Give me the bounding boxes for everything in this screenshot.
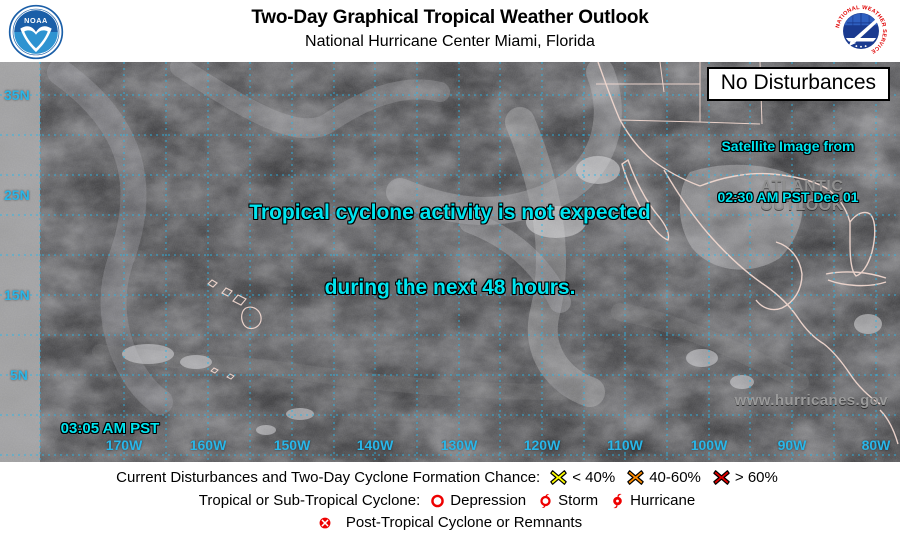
lat-label-35n: 35N <box>4 87 30 103</box>
page-title: Two-Day Graphical Tropical Weather Outlo… <box>251 7 649 28</box>
legend-formation-chance-row: Current Disturbances and Two-Day Cyclone… <box>0 469 900 486</box>
legend-cyclone-row: Tropical or Sub-Tropical Cyclone: Depres… <box>0 492 900 509</box>
lon-label-150w: 150W <box>273 437 311 453</box>
lon-label-100w: 100W <box>690 437 728 453</box>
issuance-time: 03:05 AM PST Mon Dec 01 2025 <box>30 384 190 462</box>
national-weather-service-logo: NATIONAL WEATHER SERVICE <box>835 5 887 55</box>
satellite-image-time: Satellite Image from 02:30 AM PST Dec 01 <box>688 104 888 240</box>
satellite-time-line1: Satellite Image from <box>721 138 855 154</box>
depression-circle-icon <box>431 494 445 507</box>
atlantic-outlook-line2: OUTLOOK <box>760 197 844 214</box>
lon-label-140w: 140W <box>356 437 394 453</box>
satellite-map[interactable]: 35N 25N 15N 5N 170W 160W 150W 140W 130W … <box>0 62 900 462</box>
url-watermark: www.hurricanes.gov <box>734 392 888 409</box>
legend-chance-high: > 60% <box>713 469 778 486</box>
legend-storm: Storm <box>538 492 598 509</box>
x-mark-yellow-icon <box>550 470 567 485</box>
outlook-message-line2: during the next 48 hours. <box>324 276 576 299</box>
legend-chance-high-label: > 60% <box>734 469 778 486</box>
atlantic-outlook-line1: ATLANTIC <box>760 178 844 195</box>
atlantic-outlook-link[interactable]: ATLANTIC OUTLOOK <box>742 177 862 215</box>
legend-depression-label: Depression <box>450 492 527 509</box>
issuance-time-line1: 03:05 AM PST <box>60 420 160 437</box>
x-mark-red-icon <box>713 470 730 485</box>
post-tropical-circle-x-icon <box>319 517 331 528</box>
lon-label-80w: 80W <box>861 437 891 453</box>
legend-hurricane: Hurricane <box>610 492 695 509</box>
outlook-message: Tropical cyclone activity is not expecte… <box>0 150 900 350</box>
lat-label-15n: 15N <box>4 287 30 303</box>
legend-chance-medium: 40-60% <box>627 469 701 486</box>
satellite-time-line2: 02:30 AM PST Dec 01 <box>717 189 859 205</box>
legend-row2-label: Tropical or Sub-Tropical Cyclone: <box>198 492 421 509</box>
outlook-message-line1: Tropical cyclone activity is not expecte… <box>249 201 651 224</box>
hurricane-spiral-icon <box>613 493 622 508</box>
lon-label-160w: 160W <box>189 437 227 453</box>
lat-label-25n: 25N <box>4 187 30 203</box>
legend: Current Disturbances and Two-Day Cyclone… <box>0 462 900 533</box>
lon-label-130w: 130W <box>440 437 478 453</box>
legend-storm-label: Storm <box>558 492 599 509</box>
lat-label-5n: 5N <box>10 367 28 383</box>
lon-label-170w: 170W <box>105 437 143 453</box>
legend-post-tropical-row: Post-Tropical Cyclone or Remnants <box>0 514 900 531</box>
legend-chance-medium-label: 40-60% <box>649 469 701 486</box>
svg-text:NOAA: NOAA <box>24 16 48 25</box>
lon-label-110w: 110W <box>607 437 643 453</box>
storm-spiral-icon <box>540 493 551 508</box>
legend-post-tropical-label: Post-Tropical Cyclone or Remnants <box>345 514 583 531</box>
legend-hurricane-label: Hurricane <box>630 492 696 509</box>
page-subtitle: National Hurricane Center Miami, Florida <box>305 33 595 50</box>
noaa-seal-logo: NOAA <box>8 4 64 60</box>
status-badge: No Disturbances <box>706 67 890 101</box>
legend-post-tropical: Post-Tropical Cyclone or Remnants <box>318 514 582 531</box>
legend-row1-label: Current Disturbances and Two-Day Cyclone… <box>116 469 541 486</box>
legend-chance-low-label: < 40% <box>572 469 616 486</box>
legend-chance-low: < 40% <box>550 469 615 486</box>
latlon-grid <box>0 62 900 462</box>
legend-depression: Depression <box>430 492 526 509</box>
x-mark-orange-icon <box>627 470 644 485</box>
page-header: NOAA Two-Day Graphical Tropical Weather … <box>0 0 900 62</box>
lon-label-90w: 90W <box>777 437 807 453</box>
lon-label-120w: 120W <box>523 437 561 453</box>
